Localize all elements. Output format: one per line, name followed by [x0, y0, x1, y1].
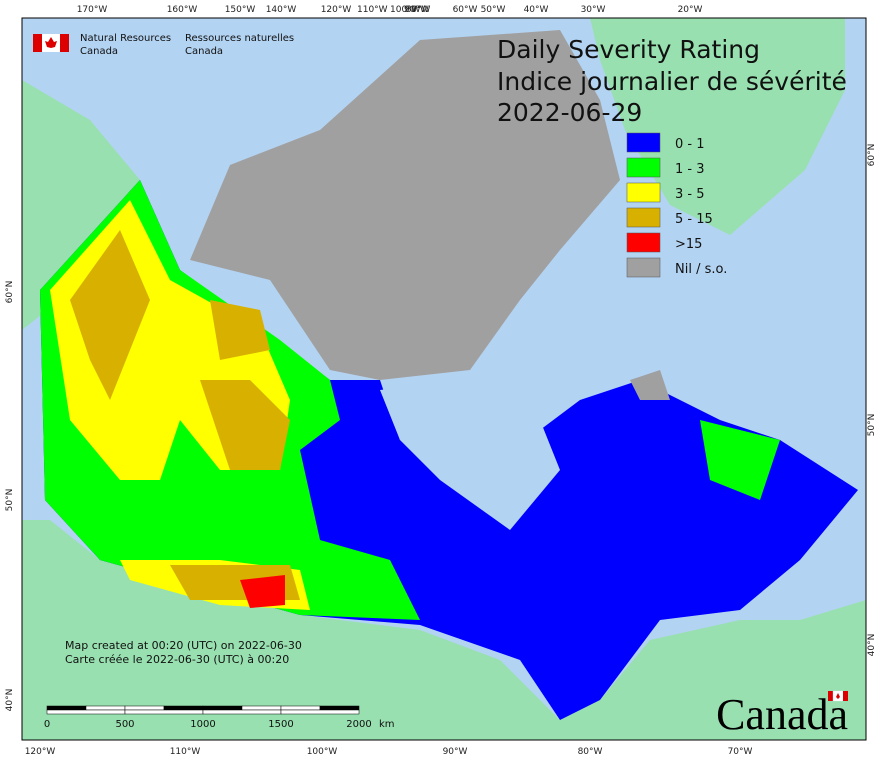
lon-label: 100°W — [307, 747, 338, 757]
scale-segment — [163, 705, 204, 711]
scale-segment — [241, 705, 282, 711]
legend-swatch — [626, 132, 661, 153]
scale-bar: 0 500 1000 1500 2000 km — [44, 705, 395, 730]
scale-segment — [280, 705, 321, 711]
lon-label: 80°W — [578, 747, 603, 757]
date: 2022-06-29 — [497, 98, 642, 127]
agency-name: Canada — [80, 46, 118, 57]
lon-label: 110°W — [170, 747, 201, 757]
footer-note: Map created at 00:20 (UTC) on 2022-06-30 — [65, 639, 302, 652]
lon-label: 150°W — [225, 5, 256, 15]
scale-label: 1000 — [190, 719, 215, 730]
map-frame — [21, 17, 867, 741]
wordmark-flag — [828, 690, 848, 702]
lon-label: 40°W — [524, 5, 549, 15]
agency-name: Ressources naturelles — [185, 33, 294, 44]
legend-label: 5 - 15 — [675, 212, 713, 227]
scale-label: 0 — [44, 719, 50, 730]
legend-swatch — [626, 232, 661, 253]
lon-label: 110°W — [357, 5, 388, 15]
flag-logo — [33, 34, 69, 52]
scale-segment — [46, 709, 126, 715]
scale-segment — [202, 705, 243, 711]
scale-label: 1500 — [268, 719, 293, 730]
agency-name: Canada — [185, 46, 223, 57]
lon-label: 120°W — [25, 747, 56, 757]
legend-label: 0 - 1 — [675, 137, 705, 152]
lon-label: 30°W — [581, 5, 606, 15]
scale-segment — [46, 705, 87, 711]
lat-label: 40°N — [5, 689, 15, 712]
lon-label: 160°W — [167, 5, 198, 15]
lat-label: 50°N — [867, 414, 877, 437]
lon-label: 100°W — [390, 5, 421, 15]
scale-label: 500 — [115, 719, 134, 730]
title: Daily Severity Rating — [497, 35, 760, 64]
lon-label: 80°W — [406, 5, 431, 15]
scale-segment — [124, 705, 165, 711]
agency-name: Natural Resources — [80, 33, 171, 44]
wordmark: Canada — [716, 690, 848, 739]
legend-swatch — [626, 257, 661, 278]
lat-label: 60°N — [5, 281, 15, 304]
legend-label: >15 — [675, 237, 702, 252]
footer-note: Carte créée le 2022-06-30 (UTC) à 00:20 — [65, 653, 289, 666]
lon-label: 60°W — [453, 5, 478, 15]
lat-label: 40°N — [867, 634, 877, 657]
legend-swatch — [626, 157, 661, 178]
lat-label: 60°N — [867, 144, 877, 167]
legend-label: Nil / s.o. — [675, 262, 727, 277]
land — [22, 18, 866, 740]
lon-label: 90°W — [443, 747, 468, 757]
scale-segment — [202, 709, 282, 715]
lon-label: 140°W — [266, 5, 297, 15]
lon-label: 120°W — [321, 5, 352, 15]
lon-label: 90°W — [404, 5, 429, 15]
lon-label: 20°W — [678, 5, 703, 15]
lon-label: 170°W — [77, 5, 108, 15]
scale-segment — [124, 709, 204, 715]
legend-label: 3 - 5 — [675, 187, 705, 202]
legend-label: 1 - 3 — [675, 162, 705, 177]
scale-segment — [85, 705, 126, 711]
scale-segment — [319, 705, 360, 711]
legend: 0 - 1 1 - 3 3 - 5 5 - 15 >15 Nil / s.o. — [626, 132, 727, 278]
lat-label: 50°N — [5, 489, 15, 512]
legend-swatch — [626, 207, 661, 228]
legend-swatch — [626, 182, 661, 203]
lon-label: 50°W — [481, 5, 506, 15]
scale-segment — [280, 709, 360, 715]
scale-label: 2000 — [346, 719, 371, 730]
scale-unit: km — [379, 719, 395, 730]
lon-label: 70°W — [728, 747, 753, 757]
subtitle: Indice journalier de sévérité — [497, 67, 847, 96]
